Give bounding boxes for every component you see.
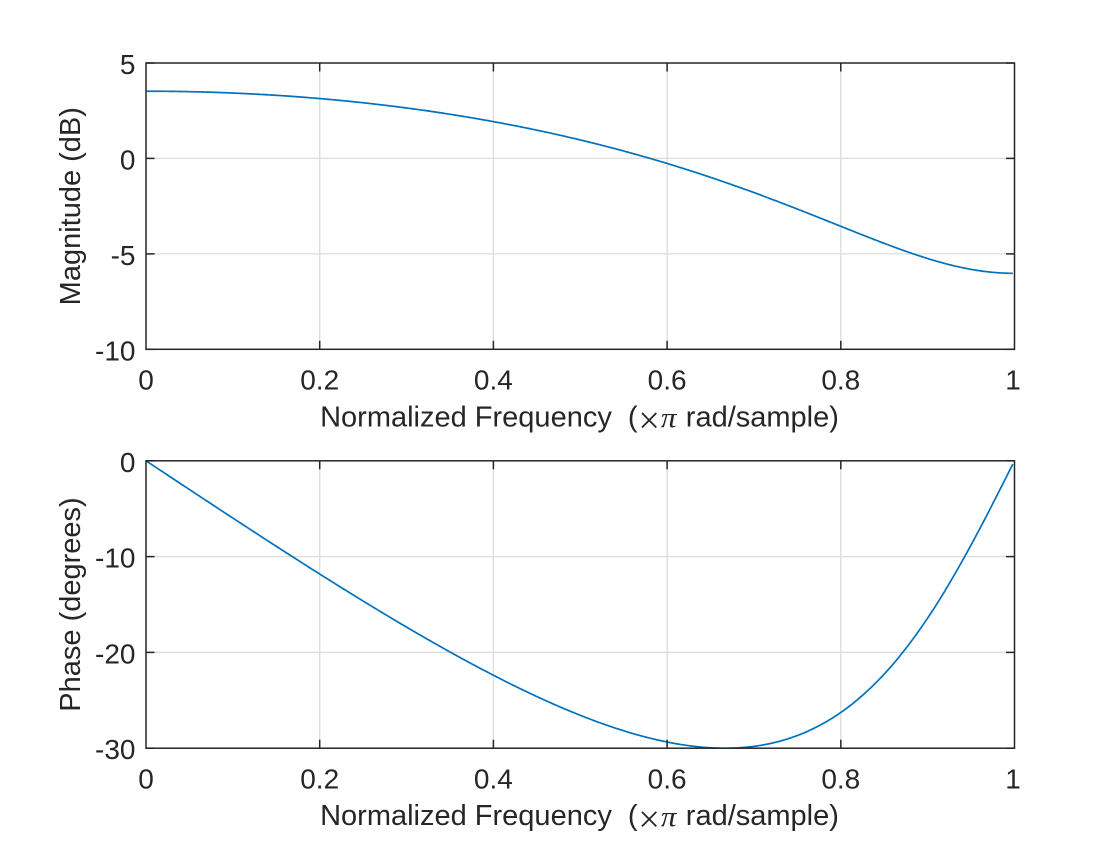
svg-text:-5: -5: [111, 240, 136, 271]
svg-text:-10: -10: [95, 335, 135, 366]
svg-text:0: 0: [120, 144, 136, 175]
svg-text:1: 1: [1005, 763, 1021, 794]
svg-text:0.2: 0.2: [300, 365, 339, 396]
svg-text:0.8: 0.8: [821, 365, 860, 396]
svg-text:Phase (degrees): Phase (degrees): [55, 497, 87, 711]
svg-text:1: 1: [1005, 365, 1021, 396]
svg-text:-30: -30: [95, 734, 135, 765]
svg-text:Normalized Frequency (: Normalized Frequency (: [320, 800, 638, 832]
svg-text:0.8: 0.8: [821, 763, 860, 794]
svg-text:rad/sample): rad/sample): [686, 800, 839, 832]
svg-text:-10: -10: [95, 543, 135, 574]
svg-text:-20: -20: [95, 638, 135, 669]
svg-text:0.4: 0.4: [474, 763, 513, 794]
svg-text:Normalized Frequency (: Normalized Frequency (: [320, 401, 638, 433]
svg-text:0.2: 0.2: [300, 763, 339, 794]
svg-text:0.6: 0.6: [648, 763, 687, 794]
svg-text:π: π: [661, 402, 678, 434]
svg-text:5: 5: [120, 49, 136, 80]
svg-text:π: π: [661, 801, 678, 833]
svg-text:rad/sample): rad/sample): [686, 401, 839, 433]
svg-text:0.4: 0.4: [474, 365, 513, 396]
svg-text:Magnitude (dB): Magnitude (dB): [55, 107, 87, 305]
svg-text:0: 0: [138, 365, 154, 396]
svg-text:0: 0: [120, 447, 136, 478]
svg-text:0.6: 0.6: [648, 365, 687, 396]
svg-text:0: 0: [138, 763, 154, 794]
